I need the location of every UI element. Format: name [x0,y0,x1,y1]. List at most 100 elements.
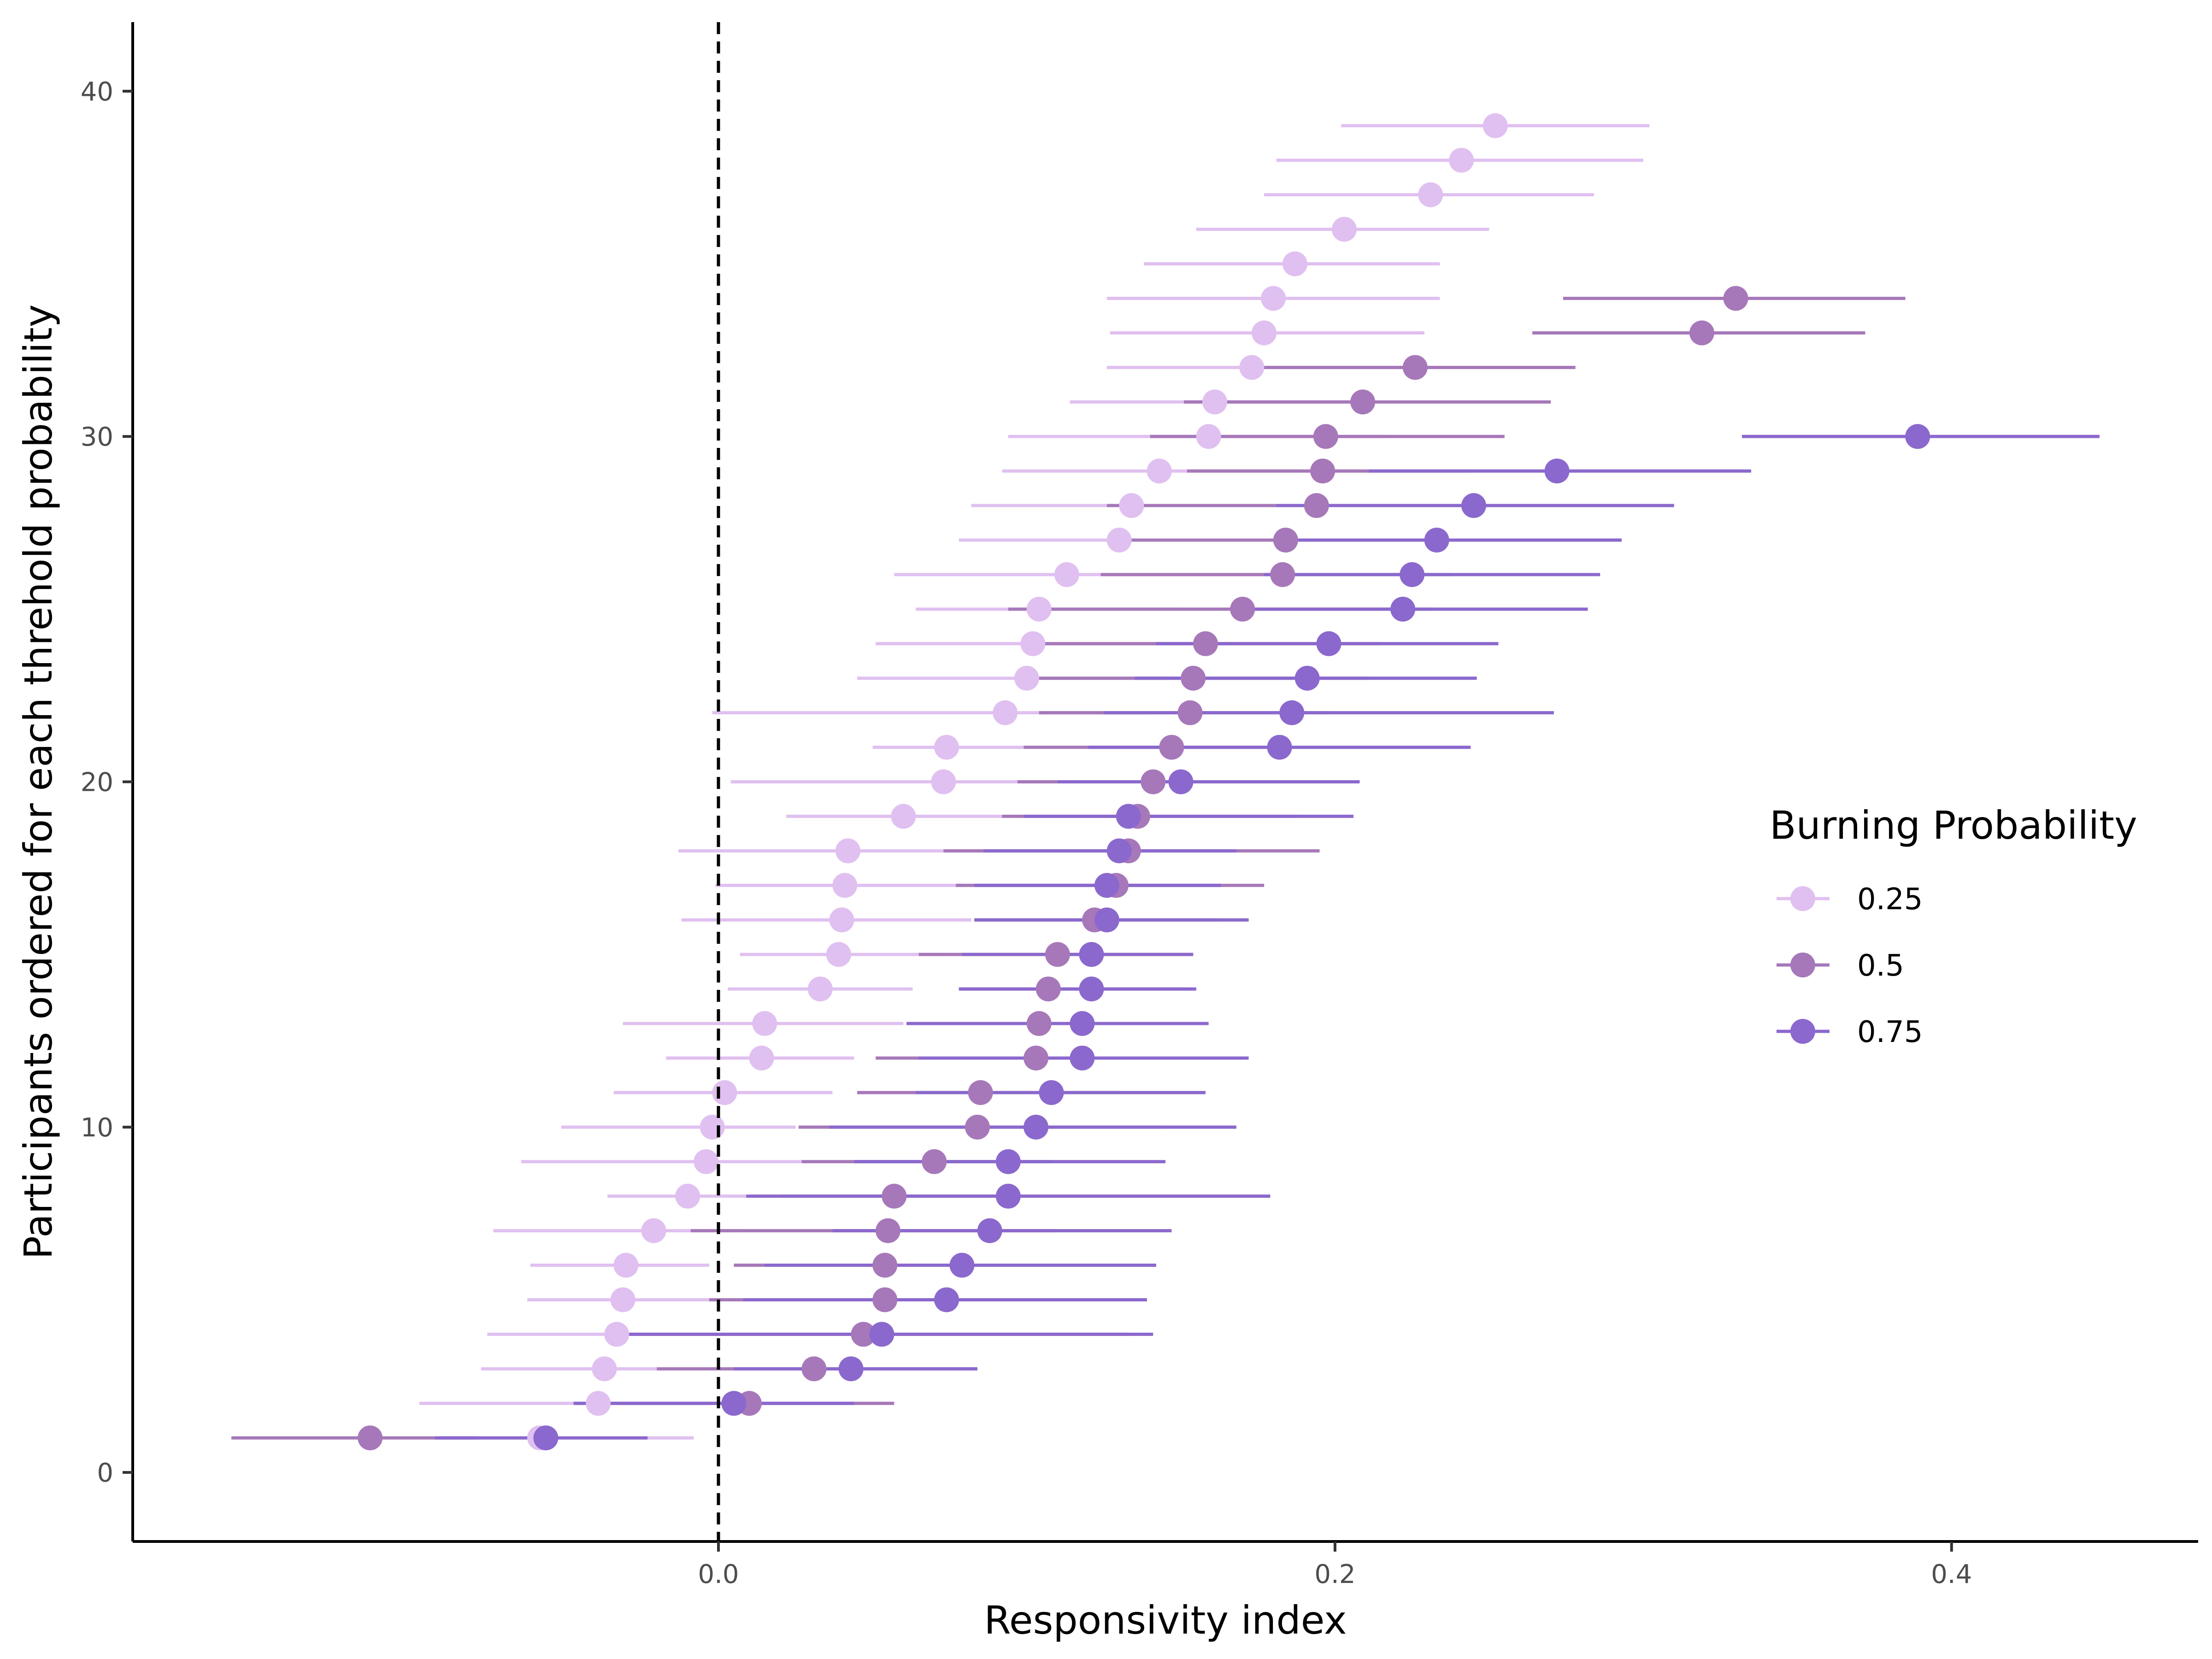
point-0.25 [1119,493,1144,518]
point-0.25 [934,735,959,760]
point-0.25 [694,1149,719,1174]
point-0.25 [1147,459,1172,484]
point-0.25 [1252,320,1277,346]
point-0.75 [1070,1011,1095,1036]
point-0.25 [1483,113,1508,138]
point-0.5 [1159,735,1184,760]
point-0.5 [1177,700,1203,725]
legend-key-point-0.75 [1790,1019,1815,1044]
point-0.75 [1316,631,1341,656]
point-0.75 [1267,735,1292,760]
point-0.75 [1024,1114,1049,1140]
legend-key-point-0.25 [1790,886,1815,911]
y-tick-label: 30 [81,422,113,452]
point-0.25 [1026,596,1052,622]
point-0.25 [700,1114,725,1140]
point-0.75 [721,1391,747,1416]
point-0.5 [851,1322,876,1347]
point-0.25 [1282,251,1307,276]
point-0.5 [1230,596,1255,622]
point-0.25 [613,1253,639,1278]
legend: Burning Probability 0.25 0.5 0.75 [1770,803,2137,1049]
legend-label-0.25: 0.25 [1857,882,1923,917]
data-points [358,113,1930,1451]
point-0.5 [1402,355,1428,380]
point-0.75 [1079,942,1104,967]
point-0.25 [1020,631,1046,656]
point-0.75 [1400,562,1425,587]
point-0.75 [1279,700,1305,725]
point-0.75 [995,1149,1021,1174]
y-tick-label: 20 [81,768,113,798]
point-0.5 [968,1080,993,1105]
point-0.25 [1106,527,1132,553]
point-0.75 [934,1287,959,1312]
point-0.25 [675,1183,700,1209]
point-0.25 [752,1011,777,1036]
point-0.25 [610,1287,635,1312]
point-0.25 [586,1391,611,1416]
point-0.75 [1039,1080,1064,1105]
point-0.25 [604,1322,629,1347]
point-0.25 [1202,389,1228,415]
point-0.5 [1313,424,1338,449]
point-0.25 [1331,217,1357,242]
point-0.5 [1181,665,1206,691]
point-0.5 [1045,942,1070,967]
point-0.25 [931,769,956,794]
point-0.5 [1035,977,1061,1002]
point-0.5 [875,1218,900,1243]
point-0.25 [1261,286,1286,311]
point-0.25 [891,804,916,829]
point-0.25 [993,700,1018,725]
x-axis-title: Responsivity index [984,1598,1347,1643]
point-0.5 [1026,1011,1052,1036]
x-tick-label: 0.4 [1931,1559,1972,1589]
point-0.75 [1106,838,1132,864]
point-0.75 [869,1322,894,1347]
point-0.75 [1094,873,1119,898]
legend-label-0.75: 0.75 [1857,1015,1923,1049]
point-0.75 [533,1425,559,1451]
point-0.5 [872,1253,898,1278]
point-0.25 [807,977,833,1002]
x-tick-label: 0.0 [698,1559,739,1589]
point-0.25 [1418,182,1443,207]
point-0.25 [832,873,858,898]
point-0.5 [965,1114,990,1140]
y-tick-label: 40 [81,77,113,107]
point-0.5 [1024,1045,1049,1071]
y-tick-label: 0 [97,1458,113,1488]
point-0.25 [1196,424,1221,449]
point-0.25 [835,838,860,864]
point-0.75 [1070,1045,1095,1071]
point-0.5 [1193,631,1218,656]
point-0.75 [1461,493,1486,518]
point-0.25 [1054,562,1079,587]
point-0.25 [712,1080,737,1105]
point-0.5 [1350,389,1376,415]
point-0.5 [882,1183,907,1209]
y-tick-label: 10 [81,1113,113,1143]
y-axis-title: Participants ordered for each threhold p… [16,304,61,1259]
point-0.75 [1424,527,1449,553]
point-0.75 [1905,424,1930,449]
point-0.5 [1304,493,1329,518]
point-0.5 [801,1356,827,1382]
point-0.75 [1116,804,1141,829]
point-0.75 [1094,907,1119,933]
point-0.25 [641,1218,666,1243]
x-axis-ticks: 0.0 0.2 0.4 [698,1541,1972,1589]
point-0.25 [749,1045,774,1071]
point-0.75 [977,1218,1002,1243]
point-0.5 [1689,320,1714,346]
point-0.75 [1390,596,1416,622]
point-0.5 [358,1425,383,1451]
legend-key-point-0.5 [1790,953,1815,977]
point-0.75 [838,1356,864,1382]
point-0.5 [1270,562,1295,587]
legend-label-0.5: 0.5 [1857,949,1904,983]
y-axis-ticks: 0 10 20 30 40 [81,77,133,1488]
